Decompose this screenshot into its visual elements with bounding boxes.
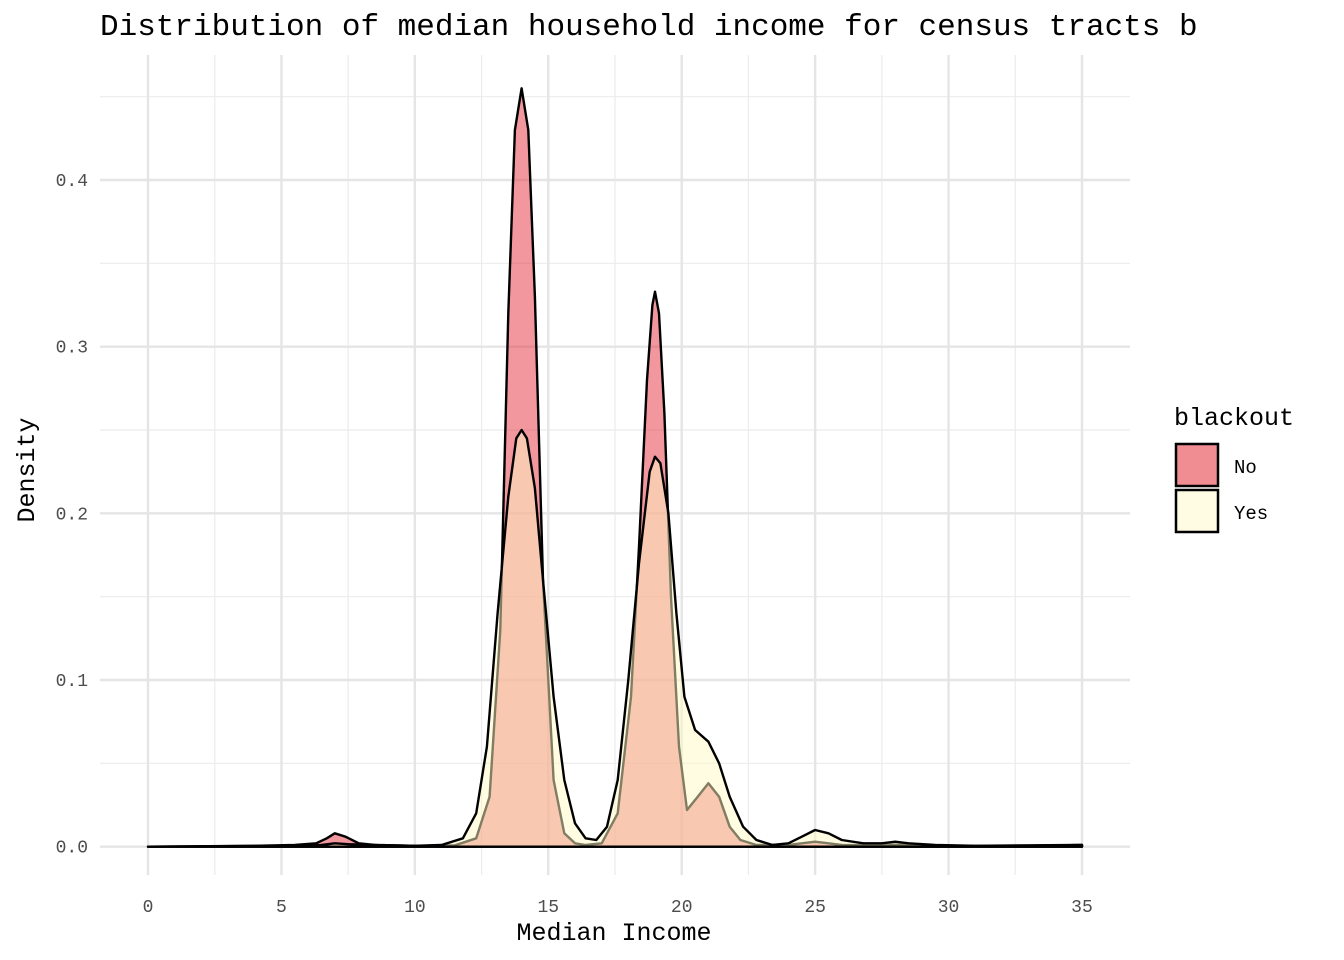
chart-title: Distribution of median household income … xyxy=(100,10,1198,45)
legend-key-yes xyxy=(1174,488,1220,534)
x-axis-label: Median Income xyxy=(516,919,711,948)
x-tick-label: 15 xyxy=(537,898,559,918)
y-tick-labels: 0.0 0.1 0.2 0.3 0.4 xyxy=(56,172,88,859)
y-tick-label: 0.2 xyxy=(56,505,88,525)
legend-label-yes: Yes xyxy=(1234,503,1268,525)
x-tick-label: 35 xyxy=(1071,898,1093,918)
y-tick-label: 0.3 xyxy=(56,339,88,359)
legend-title: blackout xyxy=(1174,404,1294,433)
y-tick-label: 0.4 xyxy=(56,172,88,192)
x-tick-label: 5 xyxy=(276,898,287,918)
y-axis-label: Density xyxy=(13,417,42,522)
x-tick-label: 25 xyxy=(804,898,826,918)
legend: blackout No Yes xyxy=(1174,404,1294,534)
x-tick-labels: 0 5 10 15 20 25 30 35 xyxy=(143,898,1093,918)
x-tick-label: 30 xyxy=(938,898,960,918)
legend-key-no xyxy=(1174,442,1220,488)
major-gridlines xyxy=(100,55,1130,875)
legend-label-no: No xyxy=(1234,457,1257,479)
x-tick-label: 20 xyxy=(671,898,693,918)
y-tick-label: 0.0 xyxy=(56,839,88,859)
density-area-yes xyxy=(146,428,1084,848)
minor-gridlines xyxy=(100,55,1130,875)
y-tick-label: 0.1 xyxy=(56,672,88,692)
x-tick-label: 0 xyxy=(143,898,154,918)
x-tick-label: 10 xyxy=(404,898,426,918)
density-areas xyxy=(146,87,1084,848)
